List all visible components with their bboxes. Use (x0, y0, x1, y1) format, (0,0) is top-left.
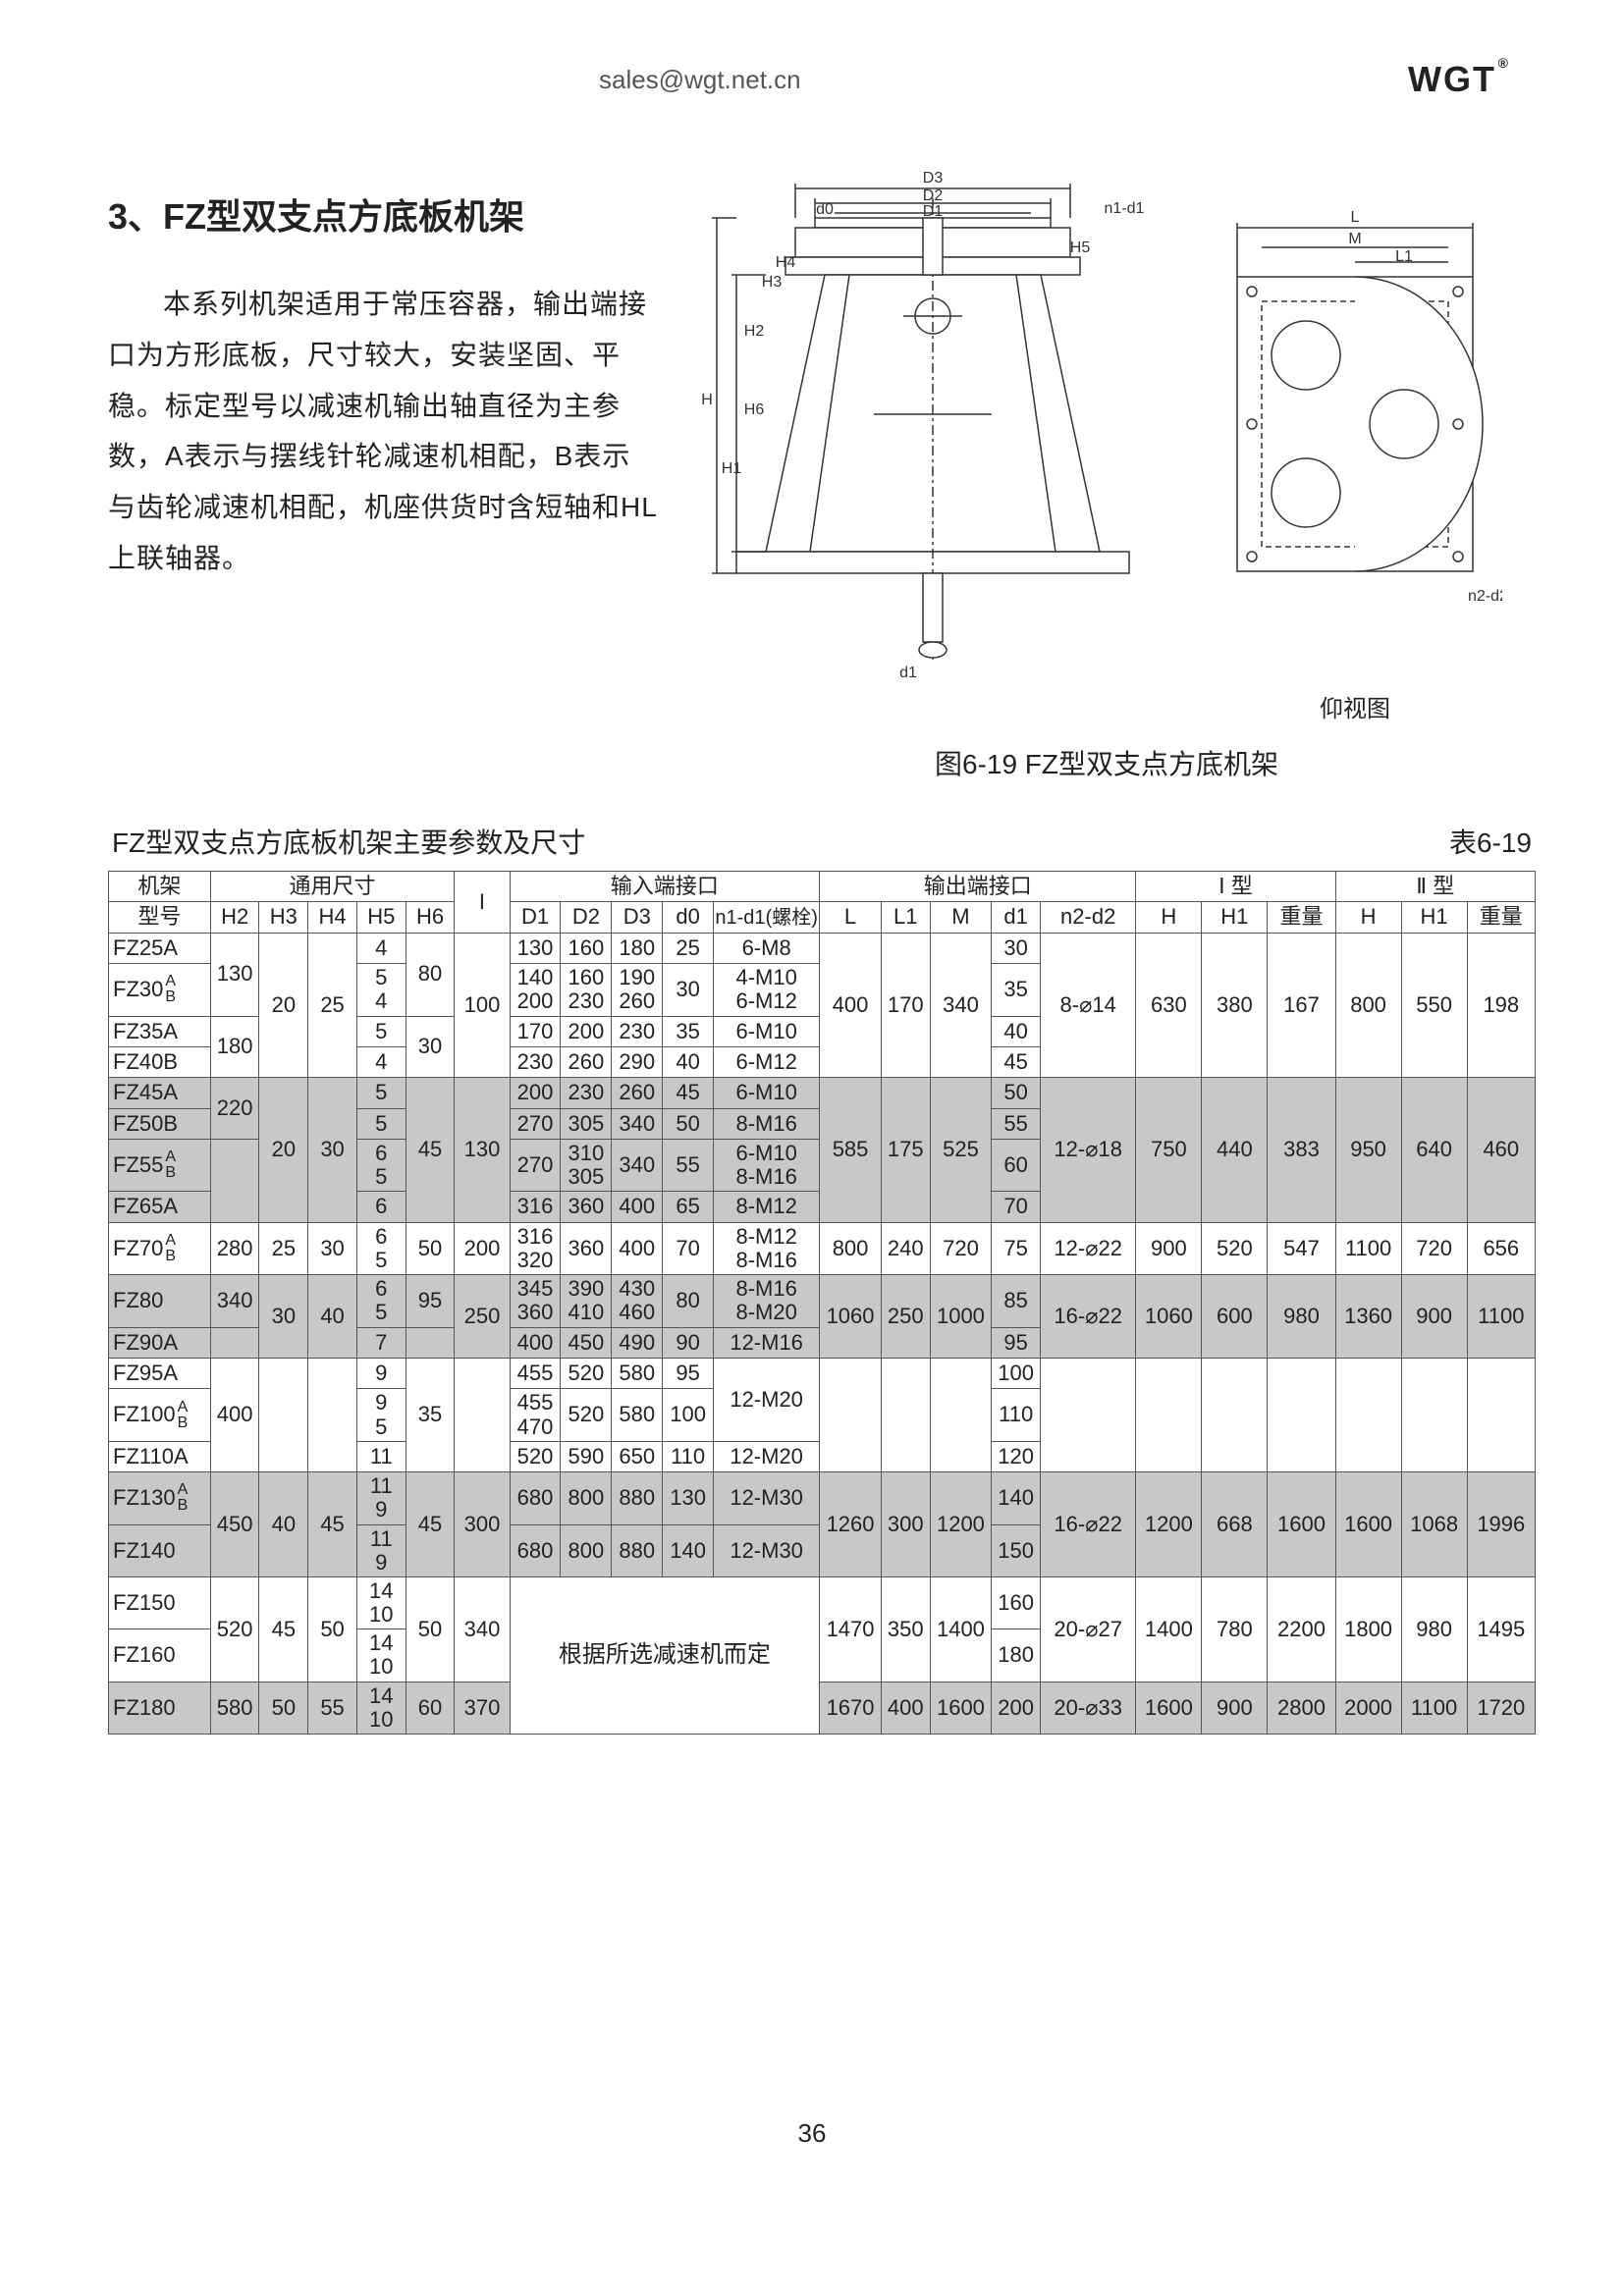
table-row-model: FZ100AB (109, 1389, 211, 1441)
diagram-bottom-view: L M L1 n2-d2 (1208, 159, 1502, 689)
brand-logo: WGT (1408, 59, 1496, 100)
table-row-model: FZ180 (109, 1682, 211, 1734)
page-header: sales@wgt.net.cn WGT (108, 59, 1536, 100)
th-L: L (820, 902, 882, 933)
table-row: FZ70AB28025306550200316320360400708-M128… (109, 1222, 1536, 1274)
page-number: 36 (0, 2118, 1624, 2149)
th-D3: D3 (612, 902, 663, 933)
th-d1: d1 (992, 902, 1041, 933)
th-h5: H5 (356, 902, 406, 933)
th-H: H (1136, 902, 1202, 933)
table-row-model: FZ140 (109, 1524, 211, 1576)
diagram-column: D3 D2 D1 n1-d1 d0 H H1 H2 H3 H4 H5 H6 d1 (677, 159, 1536, 723)
dim-d1b: d1 (899, 665, 917, 681)
table-row: FZ45A2202030545130200230260456-M10585175… (109, 1078, 1536, 1108)
th-group-input: 输入端接口 (510, 872, 820, 902)
table-row-model: FZ90A (109, 1327, 211, 1358)
th-H1: H1 (1202, 902, 1268, 933)
th-d0: d0 (663, 902, 714, 933)
table-row-model: FZ130AB (109, 1472, 211, 1524)
table-row-model: FZ70AB (109, 1222, 211, 1274)
th-M: M (930, 902, 992, 933)
th-group-type2: Ⅱ 型 (1335, 872, 1535, 902)
table-row-model: FZ30AB (109, 964, 211, 1016)
table-row: FZ25A1302025480100130160180256-M84001703… (109, 933, 1536, 963)
th-group-output: 输出端接口 (820, 872, 1136, 902)
th-group-type1: Ⅰ 型 (1136, 872, 1335, 902)
table-row-model: FZ65A (109, 1192, 211, 1222)
dim-d3: D3 (923, 170, 944, 187)
diagram-front-view: D3 D2 D1 n1-d1 d0 H H1 H2 H3 H4 H5 H6 d1 (677, 159, 1188, 689)
th-h3: H3 (259, 902, 308, 933)
table-row-model: FZ160 (109, 1629, 211, 1682)
table-row-model: FZ45A (109, 1078, 211, 1108)
table-row-model: FZ35A (109, 1016, 211, 1046)
figure-caption: 图6-19 FZ型双支点方底机架 (677, 743, 1536, 782)
text-column: 3、FZ型双支点方底板机架 本系列机架适用于常压容器，输出端接口为方形底板，尺寸… (108, 159, 658, 723)
diagram-side-caption: 仰视图 (1208, 689, 1502, 723)
table-body: FZ25A1302025480100130160180256-M84001703… (109, 933, 1536, 1734)
dim-M: M (1348, 231, 1361, 247)
th-n2d2: n2-d2 (1041, 902, 1136, 933)
th-model: 型号 (109, 902, 211, 933)
th-group-model: 机架 (109, 872, 211, 902)
dim-d1: D1 (923, 203, 944, 220)
dim-H6: H6 (744, 401, 765, 418)
params-table: 机架 通用尺寸 I 输入端接口 输出端接口 Ⅰ 型 Ⅱ 型 型号 H2 H3 H… (108, 871, 1536, 1735)
table-row-model: FZ150 (109, 1576, 211, 1629)
table-row: FZ95A4009354555205809512-M20100 (109, 1359, 1536, 1389)
table-row-model: FZ40B (109, 1046, 211, 1077)
table-row-model: FZ50B (109, 1108, 211, 1139)
th-group-common: 通用尺寸 (210, 872, 455, 902)
table-row-model: FZ95A (109, 1359, 211, 1389)
table-row-model: FZ110A (109, 1441, 211, 1471)
dim-H2: H2 (744, 323, 765, 340)
th-h4: H4 (308, 902, 357, 933)
table-row: FZ1505204550141050340根据所选减速机而定1470350140… (109, 1576, 1536, 1629)
table-row: FZ130AB45040451194530068080088013012-M30… (109, 1472, 1536, 1524)
dim-H5: H5 (1070, 240, 1091, 256)
section-title: 3、FZ型双支点方底板机架 (108, 188, 658, 240)
dim-H4: H4 (776, 254, 796, 271)
th-D2: D2 (561, 902, 612, 933)
contact-email: sales@wgt.net.cn (599, 65, 801, 95)
dim-L1: L1 (1395, 248, 1413, 265)
table-title-row: FZ型双支点方底板机架主要参数及尺寸 表6-19 (108, 822, 1536, 861)
table-row: FZ18058050551410603701670400160020020-⌀3… (109, 1682, 1536, 1734)
th-L1: L1 (881, 902, 930, 933)
diagram-side-wrapper: L M L1 n2-d2 仰视图 (1208, 159, 1502, 723)
dim-H3: H3 (762, 274, 783, 291)
dim-n2d2: n2-d2 (1468, 588, 1502, 605)
section-paragraph: 本系列机架适用于常压容器，输出端接口为方形底板，尺寸较大，安装坚固、平稳。标定型… (108, 279, 658, 584)
table-row-model: FZ80 (109, 1275, 211, 1327)
table-row-model: FZ55AB (109, 1140, 211, 1192)
dim-L: L (1351, 209, 1360, 226)
th-W: 重量 (1268, 902, 1335, 933)
th-h2: H2 (210, 902, 259, 933)
th-H-2: H (1335, 902, 1401, 933)
th-I: I (455, 872, 510, 934)
th-H1-2: H1 (1401, 902, 1467, 933)
dim-d2: D2 (923, 187, 944, 204)
th-bolt: n1-d1(螺栓) (714, 902, 820, 933)
table-head: 机架 通用尺寸 I 输入端接口 输出端接口 Ⅰ 型 Ⅱ 型 型号 H2 H3 H… (109, 872, 1536, 934)
dim-n1d1: n1-d1 (1105, 200, 1145, 217)
dim-H: H (701, 392, 713, 408)
dim-H1: H1 (722, 460, 742, 477)
table-title-left: FZ型双支点方底板机架主要参数及尺寸 (112, 822, 585, 861)
table-row-model: FZ25A (109, 933, 211, 963)
dim-d0: d0 (816, 201, 834, 218)
table-title-right: 表6-19 (1449, 822, 1532, 861)
content-top-row: 3、FZ型双支点方底板机架 本系列机架适用于常压容器，输出端接口为方形底板，尺寸… (108, 159, 1536, 723)
table-row: FZ8034030406595250345360390410430460808-… (109, 1275, 1536, 1327)
th-W-2: 重量 (1467, 902, 1535, 933)
th-h6: H6 (406, 902, 455, 933)
th-D1: D1 (510, 902, 561, 933)
